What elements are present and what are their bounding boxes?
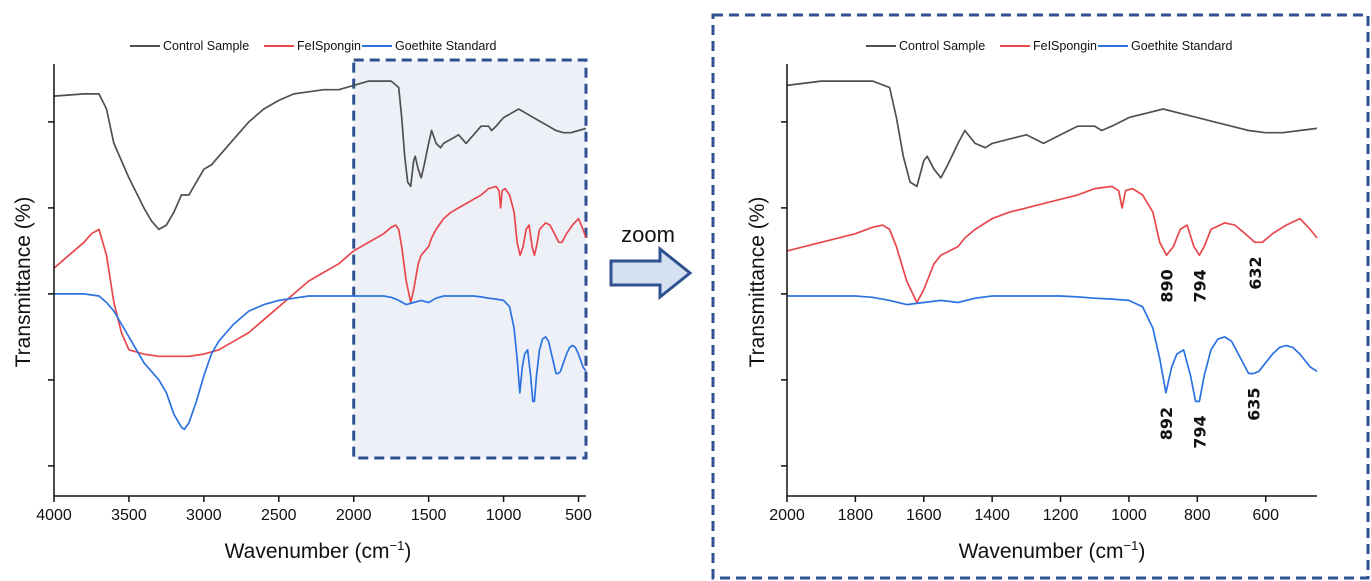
zoomed-spectrum-chart: Control Sample FeISpongin Goethite Stand… (746, 39, 1318, 563)
axes: 2000 1800 1600 1400 1200 1000 800 600 (769, 64, 1317, 524)
y-axis-title: Transmittance (%) (746, 197, 769, 368)
x-axis-title-close: ) (404, 540, 411, 563)
x-tick-label: 1800 (838, 507, 874, 524)
zoom-arrow: zoom (609, 222, 693, 301)
x-tick-label: 3500 (111, 507, 147, 524)
series-line-fespongin (786, 185, 1318, 304)
legend-label-fespongin: FeISpongin (297, 39, 361, 53)
peak-label: 892 (1157, 407, 1176, 440)
legend: Control Sample FeISpongin Goethite Stand… (866, 39, 1233, 53)
x-tick-label: 1000 (486, 507, 522, 524)
x-tick-label: 500 (565, 507, 592, 524)
axes: 4000 3500 3000 2500 2000 1500 1000 500 (36, 64, 592, 524)
x-tick-label: 1500 (411, 507, 447, 524)
series-line-goethite (787, 295, 1318, 403)
series-line-fespongin (53, 185, 587, 358)
legend-label-control: Control Sample (163, 39, 249, 53)
x-axis-title: Wavenumber (cm−1) (959, 538, 1146, 563)
series-line-control (786, 80, 1318, 188)
legend-label-fespongin: FeISpongin (1033, 39, 1097, 53)
x-tick-label: 1600 (906, 507, 942, 524)
peak-label: 635 (1245, 388, 1264, 421)
full-spectrum-chart: Control Sample FeISpongin Goethite Stand… (12, 39, 592, 563)
peak-label: 794 (1190, 269, 1209, 302)
x-axis-title-main: Wavenumber (cm (959, 540, 1124, 563)
legend-label-goethite: Goethite Standard (395, 39, 497, 53)
x-tick-label: 600 (1252, 507, 1279, 524)
legend-label-control: Control Sample (899, 39, 985, 53)
x-axis-title-superscript: −1 (390, 538, 405, 553)
x-tick-label: 800 (1184, 507, 1211, 524)
x-axis-title-close: ) (1138, 540, 1145, 563)
peak-labels: 890 794 632 892 794 635 (1157, 256, 1265, 449)
x-tick-label: 1000 (1111, 507, 1147, 524)
spectra-lines (786, 80, 1318, 403)
peak-label: 794 (1190, 415, 1209, 448)
zoom-region-highlight (352, 58, 588, 460)
arrow-right-icon (609, 245, 693, 301)
peak-label: 632 (1246, 256, 1265, 289)
x-tick-label: 3000 (186, 507, 222, 524)
y-axis-title: Transmittance (%) (12, 197, 35, 368)
legend: Control Sample FeISpongin Goethite Stand… (130, 39, 497, 53)
x-tick-label: 2000 (769, 507, 805, 524)
x-tick-label: 1200 (1043, 507, 1079, 524)
x-axis-title-main: Wavenumber (cm (225, 540, 390, 563)
peak-label: 890 (1158, 269, 1177, 302)
x-tick-label: 2000 (336, 507, 372, 524)
x-axis-title: Wavenumber (cm−1) (225, 538, 412, 563)
legend-label-goethite: Goethite Standard (1131, 39, 1233, 53)
series-line-goethite (54, 293, 587, 431)
x-tick-label: 4000 (36, 507, 72, 524)
spectra-lines (53, 80, 587, 431)
series-line-control (53, 80, 587, 231)
x-tick-label: 2500 (261, 507, 297, 524)
x-tick-label: 1400 (974, 507, 1010, 524)
x-axis-title-superscript: −1 (1124, 538, 1139, 553)
zoom-panel-frame (711, 13, 1370, 580)
zoom-label: zoom (621, 222, 675, 247)
